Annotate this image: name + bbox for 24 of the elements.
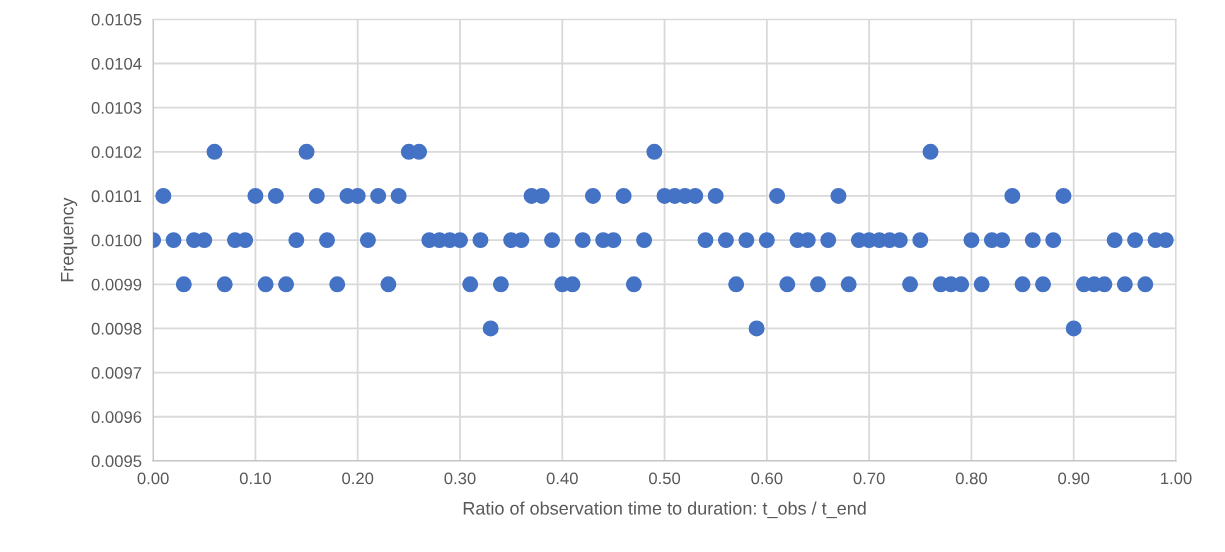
y-tick-label: 0.0104 — [91, 57, 142, 70]
y-tick-label: 0.0102 — [91, 146, 142, 158]
y-tick-label: 0.0100 — [91, 234, 142, 247]
y-tick-label: 0.0101 — [91, 190, 142, 203]
x-tick-label: 0.10 — [239, 472, 271, 485]
y-tick-label: 0.0099 — [91, 278, 142, 291]
x-tick-label: 0.90 — [1058, 472, 1090, 485]
x-tick-label: 0.50 — [649, 472, 681, 485]
y-tick-label: 0.0096 — [91, 411, 142, 423]
x-tick-label: 0.60 — [751, 472, 783, 485]
x-tick-label: 0.80 — [955, 472, 987, 485]
y-axis-title: Frequency — [60, 197, 78, 282]
x-axis-title: Ratio of observation time to duration: t_obs / t_end — [463, 501, 866, 519]
x-tick-label: 0.40 — [546, 472, 578, 485]
x-tick-label: 0.20 — [342, 472, 374, 485]
y-tick-label: 0.0103 — [91, 102, 142, 114]
y-tick-label: 0.0105 — [91, 13, 142, 26]
x-tick-label: 0.00 — [137, 472, 169, 485]
x-tick-label: 1.00 — [1161, 472, 1192, 485]
x-tick-label: 0.30 — [444, 472, 476, 485]
y-tick-label: 0.0095 — [91, 455, 142, 468]
y-tick-label: 0.0097 — [91, 367, 142, 379]
y-tick-label: 0.0098 — [91, 322, 142, 335]
x-tick-label: 0.70 — [853, 472, 885, 485]
